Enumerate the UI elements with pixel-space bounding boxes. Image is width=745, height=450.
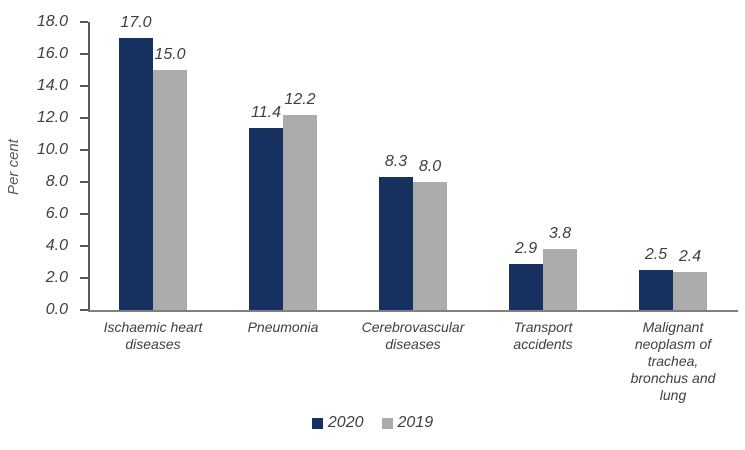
bar-2019-2 <box>283 114 317 310</box>
y-tick-mark <box>80 149 88 151</box>
bar-value-label: 17.0 <box>120 14 152 31</box>
category-label: Malignant neoplasm of trachea, bronchus and… <box>630 319 716 403</box>
bar-value-label: 2.4 <box>678 247 702 265</box>
bar-value-label: 3.8 <box>548 225 572 243</box>
bar-value-label: 8.3 <box>384 153 408 171</box>
y-tick-label: 2.0 <box>45 269 68 286</box>
legend-label: 2019 <box>397 414 434 431</box>
y-tick-label: 8.0 <box>45 173 68 190</box>
y-tick-label: 18.0 <box>36 13 68 30</box>
bar-2019-3 <box>413 182 447 310</box>
bar-value-label: 2.5 <box>644 246 668 263</box>
y-tick-label: 16.0 <box>36 45 68 62</box>
bar-2019-4 <box>543 249 577 310</box>
y-tick-mark <box>80 21 88 23</box>
y-tick-mark <box>80 245 88 247</box>
category-label: Transport accidents <box>513 319 573 352</box>
y-tick-mark <box>80 181 88 183</box>
bar-2020-4 <box>509 263 543 310</box>
x-axis-line <box>88 310 738 312</box>
bar-2019-5 <box>673 271 707 310</box>
y-axis-line <box>88 22 90 312</box>
category-label: Ischaemic heart diseases <box>103 319 203 352</box>
y-tick-mark <box>80 53 88 55</box>
legend-swatch-2020 <box>311 417 323 429</box>
y-tick-mark <box>80 85 88 87</box>
y-tick-label: 4.0 <box>45 237 68 254</box>
bar-2020-2 <box>249 127 283 310</box>
legend-item-2019: 2019 <box>381 414 434 432</box>
y-tick-mark <box>80 277 88 279</box>
y-tick-mark <box>80 309 88 311</box>
bar-2019-1 <box>153 70 187 310</box>
y-tick-mark <box>80 117 88 119</box>
bar-2020-3 <box>379 177 413 310</box>
bar-value-label: 12.2 <box>284 90 316 108</box>
y-tick-label: 0.0 <box>45 301 68 318</box>
bar-value-label: 2.9 <box>514 239 538 257</box>
bar-value-label: 15.0 <box>154 46 186 63</box>
legend-label: 2020 <box>327 414 364 431</box>
legend-item-2020: 2020 <box>311 414 364 432</box>
bar-value-label: 8.0 <box>418 158 442 175</box>
category-label: Cerebrovascular diseases <box>361 319 465 352</box>
y-tick-label: 6.0 <box>45 205 68 222</box>
y-tick-label: 14.0 <box>36 77 68 94</box>
legend: 2020 2019 <box>0 414 745 432</box>
y-tick-label: 12.0 <box>36 109 68 126</box>
bar-2020-5 <box>639 270 673 310</box>
bar-value-label: 11.4 <box>251 103 281 121</box>
y-tick-mark <box>80 213 88 215</box>
category-label: Pneumonia <box>247 319 319 335</box>
y-tick-label: 10.0 <box>36 141 68 158</box>
legend-swatch-2019 <box>381 417 393 429</box>
bar-2020-1 <box>119 38 153 310</box>
